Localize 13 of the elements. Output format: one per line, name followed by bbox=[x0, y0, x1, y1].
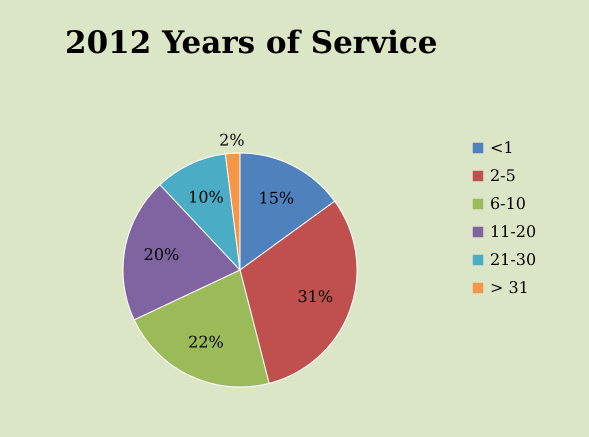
legend-label: 21-30 bbox=[490, 250, 536, 269]
data-label: 31% bbox=[297, 287, 334, 306]
data-label: 20% bbox=[144, 245, 180, 264]
chart-title: 2012 Years of Service bbox=[65, 25, 438, 61]
legend-label: > 31 bbox=[490, 278, 529, 297]
data-label: 10% bbox=[188, 188, 224, 207]
data-label: 15% bbox=[258, 188, 294, 208]
legend-label: 2-5 bbox=[490, 166, 516, 185]
legend-label: <1 bbox=[490, 138, 514, 157]
data-label: 2% bbox=[219, 130, 245, 150]
data-label: 22% bbox=[188, 332, 224, 352]
legend-label: 6-10 bbox=[490, 194, 526, 213]
legend-label: 11-20 bbox=[490, 222, 536, 241]
